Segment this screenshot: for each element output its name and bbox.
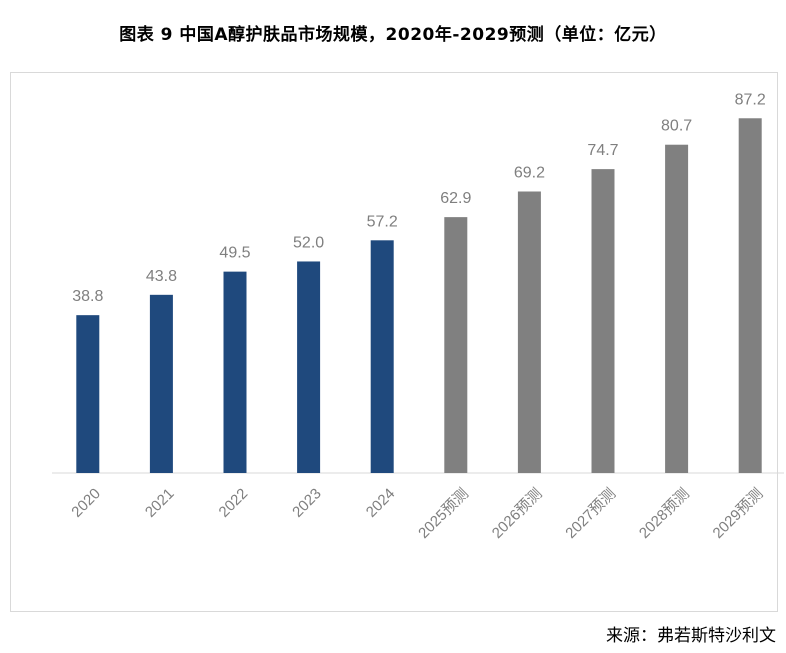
bar-2029预测 (738, 118, 762, 474)
x-tick-label-2027预测: 2027预测 (562, 485, 619, 542)
bar-2027预测 (591, 169, 615, 473)
bar-2022 (223, 271, 247, 473)
data-label-2024: 57.2 (367, 213, 398, 230)
data-label-2028预测: 80.7 (661, 118, 692, 135)
x-tick-label-2029预测: 2029预测 (710, 485, 767, 542)
source-note: 来源：弗若斯特沙利文 (606, 626, 776, 646)
x-tick-label-2020: 2020 (68, 485, 104, 521)
bar-2024 (370, 240, 394, 473)
x-tick-label-2028预测: 2028预测 (636, 485, 693, 542)
bar-2021 (149, 294, 173, 473)
data-label-2023: 52.0 (293, 234, 324, 251)
data-label-2021: 43.8 (146, 268, 177, 285)
chart-frame (10, 72, 778, 612)
x-tick-label-2022: 2022 (216, 485, 252, 521)
bar-2028预测 (665, 144, 689, 473)
bar-2020 (76, 315, 100, 473)
data-label-2029预测: 87.2 (735, 91, 766, 108)
data-label-2022: 49.5 (219, 245, 250, 262)
x-tick-label-2025预测: 2025预测 (415, 485, 472, 542)
chart-title: 图表 9 中国A醇护肤品市场规模，2020年-2029预测（单位：亿元） (119, 25, 667, 45)
data-label-2020: 38.8 (72, 288, 103, 305)
data-label-2026预测: 69.2 (514, 164, 545, 181)
x-tick-label-2026预测: 2026预测 (489, 485, 546, 542)
data-label-2027预测: 74.7 (587, 142, 618, 159)
x-tick-label-2024: 2024 (363, 485, 399, 521)
bar-2023 (297, 261, 321, 473)
data-label-2025预测: 62.9 (440, 190, 471, 207)
bar-2025预测 (444, 217, 468, 473)
bar-2026预测 (517, 191, 541, 474)
x-tick-label-2023: 2023 (289, 485, 325, 521)
x-tick-label-2021: 2021 (142, 485, 178, 521)
